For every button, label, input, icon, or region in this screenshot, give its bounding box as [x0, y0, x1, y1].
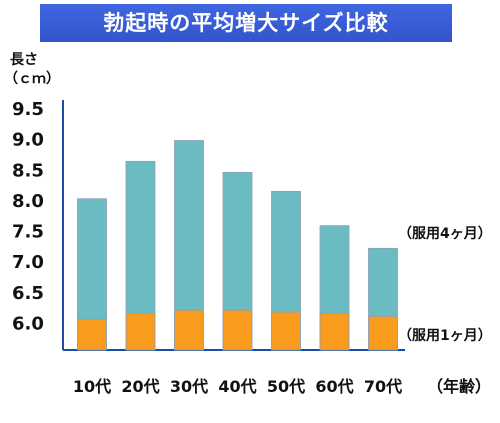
chart-title: 勃起時の平均増大サイズ比較 [40, 4, 452, 42]
bars [77, 140, 398, 351]
y-axis-title-line1: 長さ [10, 52, 38, 68]
x-tick-label: 40代 [218, 377, 256, 396]
y-tick-labels: 9.5 9.0 8.5 8.0 7.5 7.0 6.5 6.0 [12, 99, 44, 334]
x-tick-label: 50代 [267, 377, 305, 396]
bar-1-month [319, 312, 350, 351]
x-tick-labels: 10代 20代 30代 40代 50代 60代 70代 [73, 377, 402, 396]
x-tick-label: 70代 [364, 377, 402, 396]
series-label-4-months: （服用4ヶ月） [398, 226, 492, 242]
x-axis-title: （年齢） [427, 377, 491, 396]
bar-1-month [77, 318, 107, 351]
y-tick-label: 9.5 [12, 99, 44, 120]
bar-1-month [174, 309, 204, 351]
bar-1-month [222, 309, 253, 351]
y-tick-label: 9.0 [12, 130, 44, 151]
y-tick-label: 8.5 [12, 160, 44, 181]
y-tick-label: 6.5 [12, 283, 44, 304]
y-tick-label: 7.5 [12, 222, 44, 243]
x-tick-label: 10代 [73, 377, 111, 396]
bar-1-month [368, 315, 398, 351]
x-tick-label: 60代 [315, 377, 353, 396]
bar-1-month [271, 311, 301, 351]
series-label-1-month: （服用1ヶ月） [398, 328, 492, 344]
y-tick-label: 7.0 [12, 252, 44, 273]
y-tick-label: 6.0 [12, 313, 44, 334]
y-tick-label: 8.0 [12, 191, 44, 212]
x-tick-label: 20代 [121, 377, 159, 396]
x-tick-label: 30代 [170, 377, 208, 396]
y-axis-title-line2: （ｃｍ） [4, 71, 60, 87]
bar-1-month [125, 312, 156, 351]
